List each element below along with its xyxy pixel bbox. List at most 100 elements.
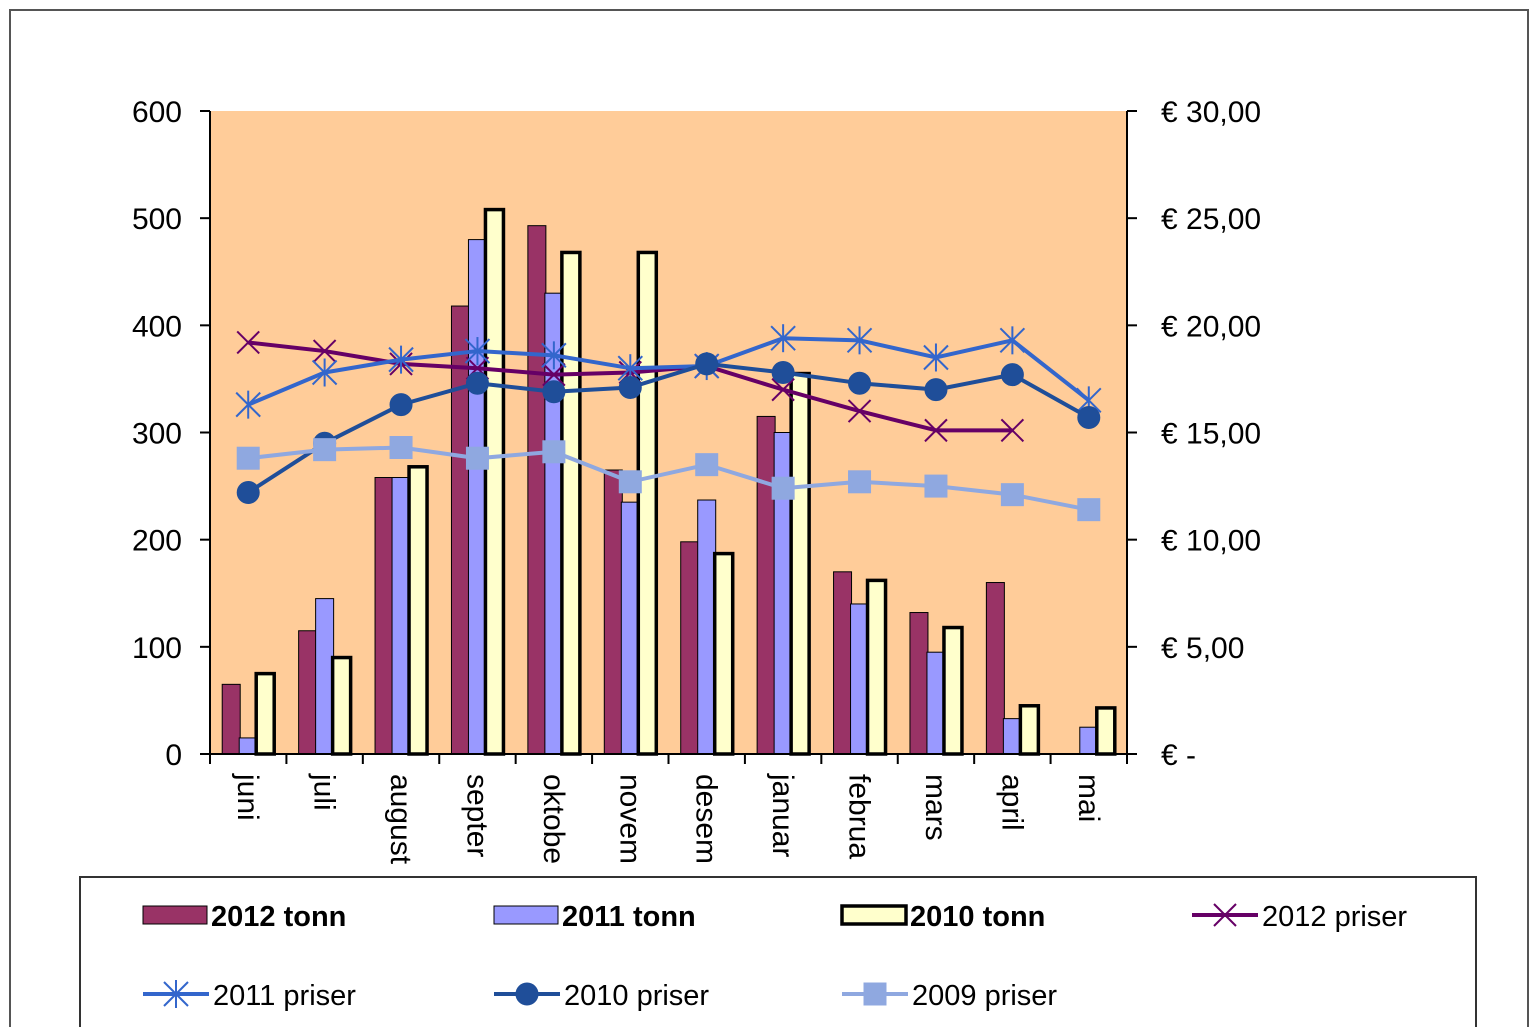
legend-label: 2010 priser [564, 980, 709, 1012]
bar-2012-tonn-september [450, 305, 470, 755]
point-2010-priser-mai [1077, 405, 1101, 429]
x-tick-label-oktober: oktobe [537, 774, 570, 864]
point-2009-priser-mai [1077, 498, 1101, 522]
point-2009-priser-oktober [542, 440, 566, 464]
y-right-tick-label: € - [1161, 739, 1196, 772]
legend-box [79, 876, 1477, 1027]
point-2011-priser-juli [311, 358, 338, 387]
bar-2010-tonn-juli [330, 655, 353, 756]
bar-2012-tonn-april [985, 582, 1005, 755]
y-left-tick-label: 400 [132, 310, 182, 343]
bar-2012-tonn-mars [909, 612, 929, 755]
point-2010-priser-januar [771, 360, 795, 384]
legend-item-2011-priser: 2011 priser [143, 980, 356, 1012]
bar-2012-tonn-oktober [527, 225, 547, 755]
point-2010-priser-september [465, 371, 489, 395]
legend-label: 2012 priser [1262, 901, 1407, 933]
legend-marker [515, 982, 539, 1006]
x-category-labels: juni juli august septer oktobe novem desem janu… [231, 773, 1105, 865]
point-2010-priser-mars [924, 378, 948, 402]
y-left-tick-label: 200 [132, 525, 182, 558]
x-tick-label-desember: desem [690, 774, 723, 864]
x-tick-label-januar: januar [766, 773, 799, 857]
point-2012-priser-juli [312, 339, 337, 363]
point-2012-priser-oktober [542, 362, 566, 387]
legend-label: 2011 tonn [562, 901, 696, 933]
bar-2012-tonn-juli [298, 630, 318, 755]
x-tick-label-april: april [995, 774, 1028, 831]
point-2011-priser-mars [923, 343, 949, 372]
point-2011-priser-juni [235, 390, 261, 419]
legend-swatch [493, 905, 559, 925]
y-right-tick-label: € 30,00 [1161, 96, 1261, 129]
y-left-tick-label: 500 [132, 203, 182, 236]
axes-layer: 600 500 400 300 200 100 0 € 30,00 € 25,00 € 20,00… [132, 96, 1261, 865]
bar-2010-tonn-mars [942, 625, 964, 756]
y-right-tick-label: € 5,00 [1161, 632, 1244, 665]
point-2009-priser-august [389, 436, 413, 460]
legend-swatch [840, 904, 908, 926]
point-2012-priser-mars [924, 418, 948, 443]
point-2011-priser-oktober [541, 341, 567, 370]
bar-2010-tonn-mai [1095, 706, 1117, 756]
bar-2010-tonn-februar [865, 578, 888, 756]
point-2012-priser-februar [847, 399, 872, 423]
y-left-tick-label: 600 [132, 96, 182, 129]
point-2009-priser-november [618, 470, 642, 494]
bar-2010-tonn-desember [712, 551, 735, 756]
legend-item-2012-priser: 2012 priser [1192, 901, 1407, 933]
point-2010-priser-oktober [542, 380, 566, 404]
point-2010-priser-februar [848, 371, 872, 395]
legend-item-2010-tonn: 2010 tonn [840, 901, 1045, 933]
legend: 2012 tonn 2011 tonn 2010 tonn 2012 priser 20… [79, 876, 1477, 1027]
bar-2012-tonn-november [603, 469, 623, 755]
point-2010-priser-november [618, 375, 642, 399]
x-tick-label-februar: februa [843, 774, 876, 859]
bar-2012-tonn-januar [756, 415, 776, 755]
point-2012-priser-april [1000, 418, 1025, 443]
y-right-tick-label: € 15,00 [1161, 418, 1261, 451]
point-2011-priser-februar [846, 326, 873, 355]
y-left-tick-label: 100 [132, 632, 182, 665]
line-2011-priser [247, 336, 1091, 407]
bar-2010-tonn-november [636, 250, 659, 756]
point-2011-priser-april [999, 326, 1026, 355]
point-2010-priser-april [1000, 363, 1024, 387]
legend-marker [863, 982, 887, 1006]
legend-label: 2011 priser [213, 980, 356, 1012]
point-2012-priser-juni [236, 330, 260, 355]
x-tick-label-mars: mars [919, 774, 952, 841]
point-2010-priser-august [389, 393, 413, 417]
bar-2010-tonn-september [483, 207, 506, 756]
x-tick-label-juni: juni [231, 773, 264, 821]
point-2010-priser-juni [236, 481, 260, 505]
x-tick-label-september: septer [460, 774, 493, 857]
bar-2012-tonn-juni [221, 683, 241, 755]
legend-item-2009-priser: 2009 priser [842, 980, 1057, 1012]
line-2010-priser [247, 361, 1090, 495]
bar-2010-tonn-april [1018, 704, 1041, 756]
point-2009-priser-februar [848, 470, 872, 494]
bar-2010-tonn-oktober [560, 250, 582, 756]
point-2009-priser-september [465, 446, 489, 470]
y-right-tick-label: € 25,00 [1161, 203, 1261, 236]
point-2011-priser-august [388, 345, 414, 374]
legend-item-2010-priser: 2010 priser [494, 980, 709, 1012]
bar-2012-tonn-desember [680, 541, 700, 755]
legend-marker [1213, 903, 1237, 927]
point-2009-priser-desember [695, 453, 719, 477]
bar-2012-tonn-februar [833, 571, 853, 755]
legend-marker [163, 980, 189, 1008]
point-2011-priser-september [464, 337, 491, 366]
bar-2012-tonn-august [374, 477, 394, 755]
x-tick-label-august: august [384, 774, 417, 865]
x-tick-label-november: novem [613, 774, 646, 864]
legend-label: 2012 tonn [211, 901, 346, 933]
line-2009-priser [247, 445, 1090, 512]
plot-area [210, 111, 1127, 754]
legend-swatch [142, 905, 208, 925]
bar-2010-tonn-juni [254, 671, 276, 756]
y-left-tick-label: 300 [132, 418, 182, 451]
x-tick-label-mai: mai [1072, 774, 1105, 822]
